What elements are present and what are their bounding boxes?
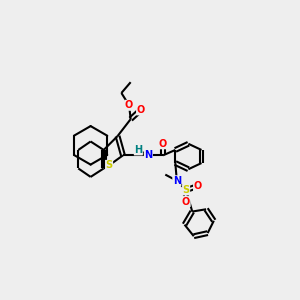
Text: N: N bbox=[173, 176, 181, 186]
Text: O: O bbox=[182, 196, 190, 206]
Text: N: N bbox=[144, 150, 152, 160]
Text: O: O bbox=[136, 105, 145, 115]
Text: S: S bbox=[182, 185, 190, 195]
Text: O: O bbox=[194, 181, 202, 191]
Text: S: S bbox=[106, 160, 113, 170]
Text: O: O bbox=[159, 139, 167, 149]
Text: O: O bbox=[125, 100, 133, 110]
Text: H: H bbox=[134, 145, 142, 155]
